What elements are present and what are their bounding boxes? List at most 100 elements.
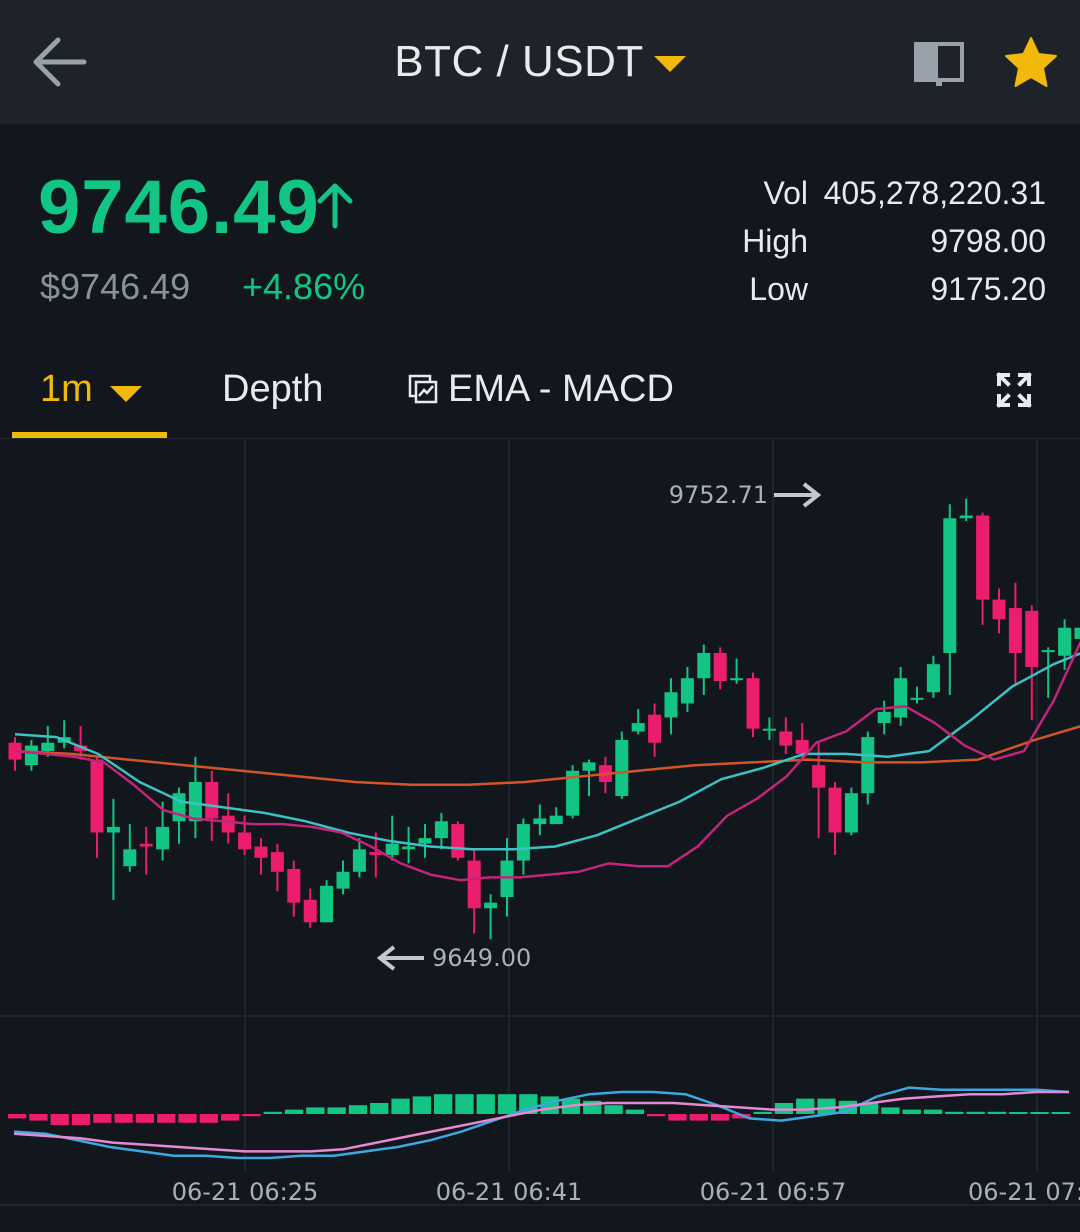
candle-up [730,678,744,681]
change-percent: +4.86% [242,266,366,307]
macd-bar-up [625,1109,644,1114]
pair-selector[interactable]: BTC / USDT [0,0,1080,124]
low-label: Low [749,271,808,307]
candle-down [467,860,481,909]
tab-indicators[interactable]: EMA - MACD [448,368,674,410]
volume-label: Vol [763,175,808,211]
min-price-label: 9649.00 [432,944,531,972]
macd-bar-down [71,1114,91,1125]
macd-bar-up [284,1109,304,1114]
candle-up [861,737,875,794]
max-price-marker: 9752.71 [669,481,822,509]
candle-down [254,846,268,858]
x-tick-label: 06-21 06:25 [172,1178,319,1206]
candle-down [90,759,104,833]
macd-bar-up [370,1103,389,1114]
split-view-icon[interactable] [912,38,966,90]
tab-depth[interactable]: Depth [222,368,324,410]
macd-bar-down [135,1114,155,1123]
candle-down [812,765,826,788]
star-icon[interactable] [1002,34,1060,92]
candle-down [992,599,1006,620]
indicator-icon[interactable] [408,374,438,404]
chevron-down-icon[interactable] [653,56,686,72]
x-tick-label: 06-21 06:41 [436,1178,583,1206]
candle-up [418,838,432,844]
candle-up [320,885,334,923]
arrow-right-icon [774,482,822,508]
macd-dif-line [13,1086,1070,1160]
candle-up [402,846,416,850]
candle-up [41,742,55,752]
candle-up [533,818,547,825]
max-price-label: 9752.71 [669,481,768,509]
candle-up [106,826,120,833]
candle-up [762,728,776,731]
macd-bar-down [114,1114,133,1123]
macd-bar-down [8,1114,27,1119]
indicator-lines [14,640,1080,882]
macd-bar-down [647,1114,666,1117]
macd-bar-up [327,1107,346,1114]
candle-up [188,782,202,822]
macd-bar-up [412,1096,431,1114]
candle-down [238,832,252,850]
candle-up [959,515,973,519]
x-axis: 06-21 06:25 06-21 06:41 06-21 06:57 06-2… [172,1178,1080,1206]
candle-up [910,697,924,700]
macd-bar-down [242,1114,261,1117]
high-value: 9798.00 [930,223,1046,259]
candle-up [385,843,399,855]
candle-down [779,731,793,746]
chevron-down-icon[interactable] [110,386,142,402]
volume-value: 405,278,220.31 [823,175,1046,211]
arrow-left-icon[interactable] [28,34,90,90]
macd-bar-up [945,1111,964,1114]
candle-up [664,692,678,718]
fiat-price: $9746.49 [40,266,191,307]
candle-up [24,745,38,766]
candle-up [631,723,645,732]
arrow-up-icon [317,183,353,229]
candle-down [369,852,383,855]
macd-bar-up [497,1094,517,1114]
candle-up [1074,627,1080,639]
macd-bar-up [881,1107,900,1114]
ema-slow-line [14,725,1080,787]
macd-bar-up [838,1100,857,1114]
tab-interval[interactable]: 1m [40,368,93,410]
candle-up [680,678,694,704]
candle-up [566,770,580,816]
low-value: 9175.20 [930,271,1046,307]
candle-up [336,871,350,889]
candle-up [943,518,957,653]
ema-fast-line [14,640,1080,882]
fullscreen-icon[interactable] [996,372,1032,408]
macd-bar-down [710,1114,730,1121]
candle-up [500,860,514,898]
arrow-left-icon [376,945,424,971]
macd-bar-up [987,1111,1007,1114]
macd-bar-up [348,1105,368,1114]
candle-up [352,849,366,872]
macd-bar-down [689,1114,708,1121]
macd-bar-up [391,1098,410,1114]
candle-up [123,849,137,867]
macd-bar-up [966,1111,985,1114]
chart-tabs [0,338,1080,439]
candle-up [549,815,563,825]
candle-up [434,821,448,839]
macd-dea-line [13,1090,1069,1153]
candle-down [976,515,990,600]
candle-up [844,793,858,833]
macd-bar-up [1051,1112,1070,1114]
ticker-summary [0,124,1080,338]
candle-down [713,652,727,681]
pair-title[interactable]: BTC / USDT [394,37,644,86]
kline-chart[interactable]: 9752.71 9649.00 06-21 06:25 06-21 06:41 … [0,439,1080,1232]
candle-up [615,739,629,797]
macd-bar-up [796,1098,815,1114]
candle-down [746,678,760,729]
candle-up [877,711,891,724]
macd-histogram [8,1086,1070,1160]
